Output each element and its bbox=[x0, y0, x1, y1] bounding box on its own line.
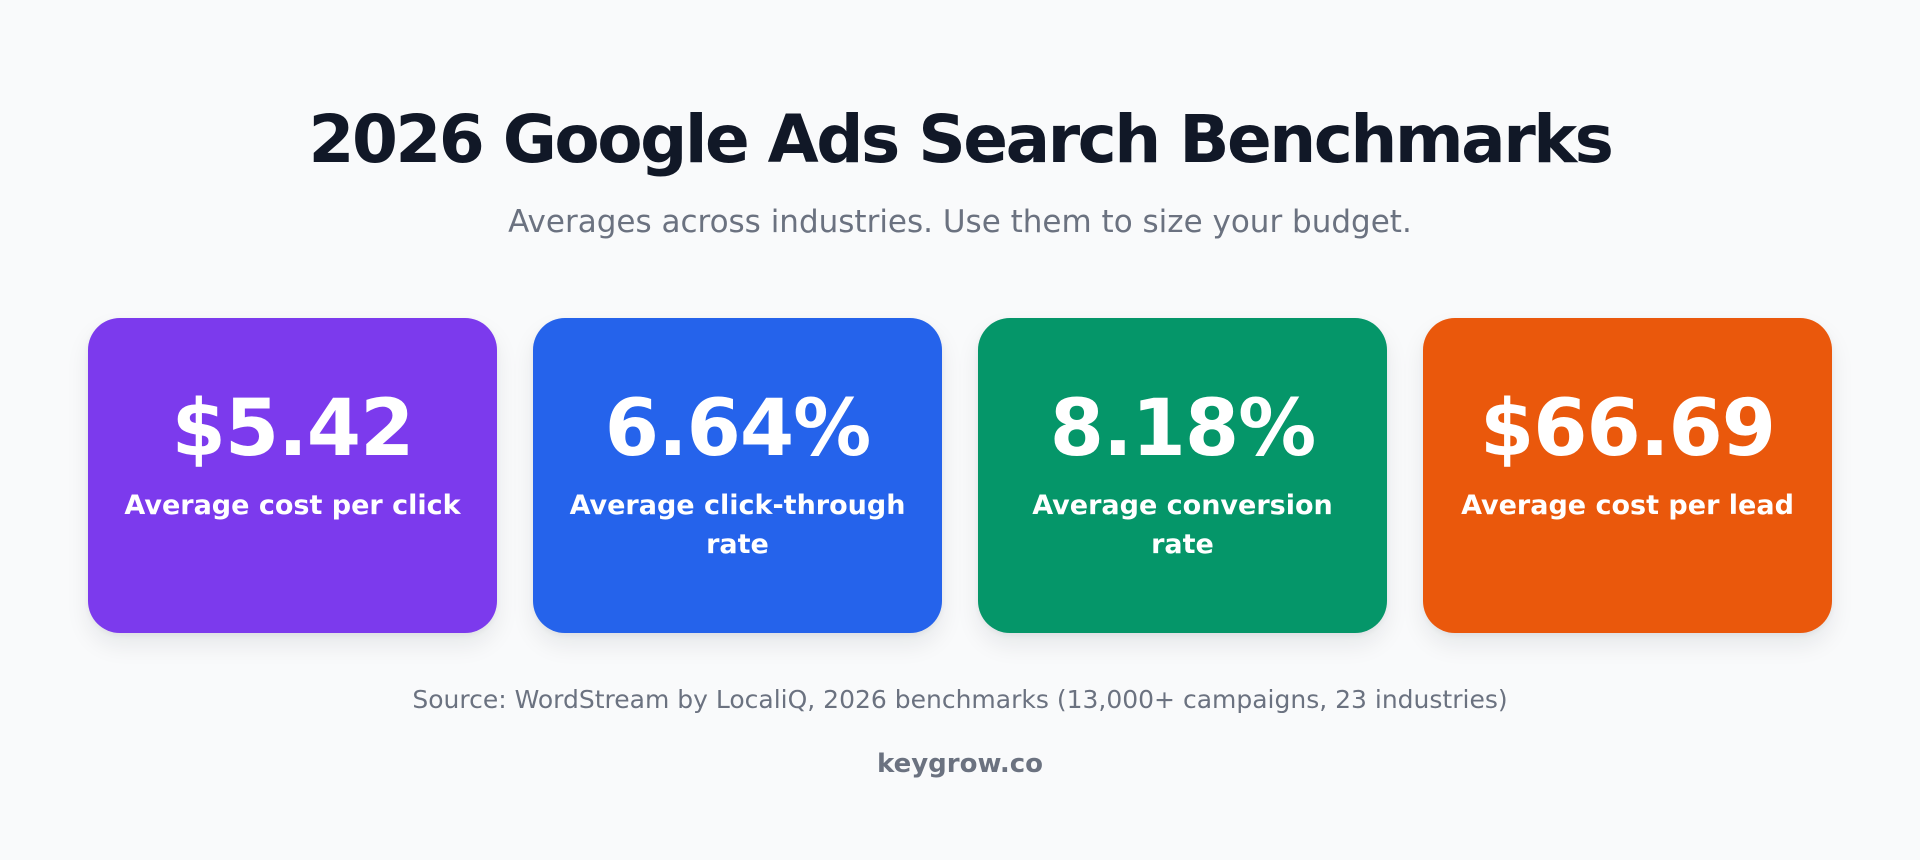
source-note: Source: WordStream by LocaliQ, 2026 benc… bbox=[412, 685, 1508, 714]
benchmark-card-cpl: $66.69 Average cost per lead bbox=[1423, 318, 1832, 633]
benchmark-value: 8.18% bbox=[1049, 384, 1317, 474]
benchmark-label: Average click-through rate bbox=[569, 490, 906, 560]
benchmark-value: $66.69 bbox=[1480, 384, 1776, 474]
benchmark-card-cpc: $5.42 Average cost per click bbox=[88, 318, 497, 633]
page-title: 2026 Google Ads Search Benchmarks bbox=[308, 101, 1614, 178]
benchmark-cards: $5.42 Average cost per click 6.64% Avera… bbox=[0, 318, 1920, 633]
benchmark-label: Average cost per click bbox=[124, 490, 461, 521]
benchmark-value: 6.64% bbox=[604, 384, 872, 474]
benchmark-card-ctr: 6.64% Average click-through rate bbox=[533, 318, 942, 633]
benchmark-label: Average cost per lead bbox=[1461, 490, 1794, 521]
benchmark-value: $5.42 bbox=[171, 384, 415, 474]
benchmark-label: Average conversion rate bbox=[1032, 490, 1333, 560]
benchmark-card-conversion-rate: 8.18% Average conversion rate bbox=[978, 318, 1387, 633]
page-subtitle: Averages across industries. Use them to … bbox=[508, 204, 1412, 240]
brand-wordmark: keygrow.co bbox=[877, 749, 1043, 779]
